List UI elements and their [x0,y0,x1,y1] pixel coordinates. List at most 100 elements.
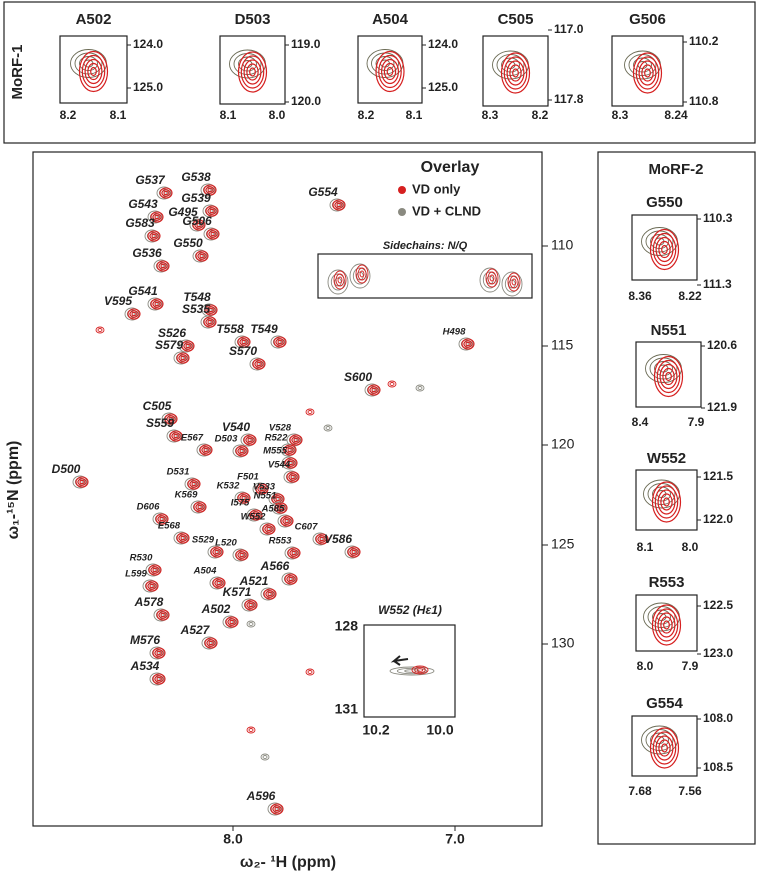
contour [396,667,428,675]
contour [332,199,346,211]
x-tick-label: 8.0 [637,659,654,673]
contour [367,384,381,396]
contour [287,547,301,559]
contour [654,608,679,642]
contour [662,367,675,386]
contour [243,600,255,610]
contour [212,577,226,589]
contour [74,477,86,487]
contour [284,573,298,585]
contour [154,649,164,657]
contour [344,545,360,559]
contour [146,231,158,241]
contour [267,802,283,816]
contour [286,471,300,483]
contour [243,434,257,446]
contour [276,504,286,512]
contour [202,204,218,218]
contour [234,550,246,560]
contour [75,476,89,488]
contour [204,637,218,649]
contour [649,727,680,769]
contour [149,646,165,660]
contour [206,228,220,240]
peak-label: S600 [344,370,372,384]
panel-title: W552 [647,450,686,467]
contour [655,735,674,761]
contour [193,501,207,513]
contour [288,435,300,445]
contour [208,307,214,313]
y-tick-label: 123.0 [703,646,733,660]
peak-label: E568 [158,521,181,532]
contour [155,610,167,620]
contour [126,309,138,319]
contour [489,274,495,282]
legend-label: VD + CLND [412,203,481,218]
panel-title: G550 [646,194,683,211]
contour [155,513,169,525]
contour [246,601,256,609]
contour [254,360,264,368]
y-tick-label: 110.8 [689,94,719,108]
contour [366,385,378,395]
y-tick-label: 108.0 [703,711,733,725]
contour [460,339,472,349]
contour [78,50,109,93]
contour [194,251,206,261]
x-tick-label: 8.36 [628,289,652,303]
peak-label: V595 [104,294,132,308]
contour [189,480,199,488]
contour [273,503,285,513]
contour [241,339,247,345]
contour [236,493,248,503]
contour [652,731,677,765]
contour [279,516,291,526]
legend-swatch [398,208,406,216]
contour [198,445,210,455]
morf1-frame [3,1,756,144]
peak-label: H498 [443,327,466,338]
contour [511,278,517,286]
y-tick-label: 110.3 [703,211,733,225]
contour [333,270,347,290]
panel-title: R553 [649,574,685,591]
contour [145,563,161,577]
contour [262,589,274,599]
contour [259,522,275,536]
contour [331,200,343,210]
contour [506,60,525,86]
contour [234,446,246,456]
contour [501,271,523,297]
contour [288,473,298,481]
contour [164,413,178,425]
contour [87,62,100,81]
contour [229,619,235,625]
peak-label: A527 [180,623,211,637]
contour [327,269,349,295]
contour [163,414,175,424]
contour [196,222,202,228]
contour [658,739,671,757]
contour [159,516,165,522]
contour [288,460,294,466]
contour [207,545,223,559]
contour [330,273,346,291]
contour [277,339,283,345]
contour [160,612,166,618]
y-tick-label: 124.0 [133,37,163,51]
contour [197,504,203,510]
contour [319,536,325,542]
panel-title: N551 [651,322,687,339]
contour [173,531,189,545]
contour [286,548,298,558]
contour [281,572,297,586]
contour [357,267,367,281]
contour [251,511,261,519]
contour [275,338,285,346]
contour [509,275,519,289]
contour [237,492,251,504]
contour [195,250,209,262]
contour [315,533,329,545]
contour [247,437,253,443]
